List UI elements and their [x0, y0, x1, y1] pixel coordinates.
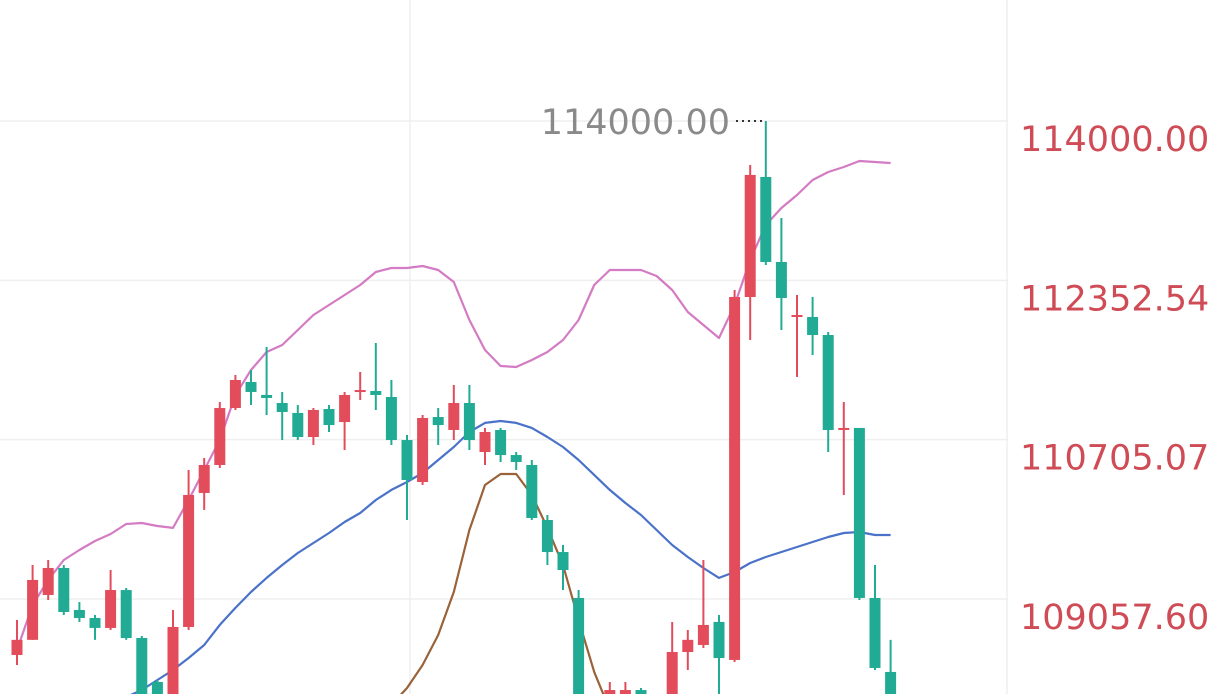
- candle-body: [183, 494, 195, 627]
- candle-body: [479, 432, 491, 453]
- candle-body: [354, 390, 366, 393]
- candle-body: [245, 382, 257, 392]
- candle-body: [729, 297, 741, 660]
- candle-body: [73, 609, 85, 618]
- candle-body: [495, 429, 507, 456]
- y-tick-label: 109057.60: [1020, 598, 1209, 638]
- candle-body: [214, 408, 226, 465]
- candle-body: [261, 394, 273, 398]
- candle-body: [807, 317, 819, 336]
- indicator-line: [130, 419, 891, 694]
- candle-body: [682, 639, 694, 653]
- candle-body: [339, 394, 351, 423]
- candle-body: [27, 579, 39, 640]
- candle-body: [619, 690, 631, 694]
- candle-body: [198, 464, 210, 493]
- y-tick-label: 110705.07: [1020, 439, 1209, 479]
- candle-body: [557, 552, 569, 571]
- plot-area: [11, 119, 897, 694]
- candle-body: [417, 417, 429, 483]
- candle-body: [448, 402, 460, 430]
- candle-body: [635, 690, 647, 694]
- candle-body: [744, 174, 756, 298]
- candle-body: [541, 520, 553, 553]
- candle-body: [105, 590, 117, 628]
- candle-body: [791, 314, 803, 318]
- candle-body: [822, 335, 834, 430]
- candle-body: [432, 417, 444, 426]
- candle-body: [370, 391, 382, 395]
- candle-body: [385, 396, 397, 441]
- candle-body: [604, 690, 616, 694]
- candle-body: [42, 567, 54, 595]
- high-marker-label: 114000.00: [541, 103, 730, 143]
- candle-body: [885, 671, 897, 694]
- candle-body: [401, 440, 413, 480]
- candle-body: [151, 682, 163, 694]
- y-axis: 114000.00 112352.54 110705.07 109057.60: [1020, 120, 1209, 638]
- candle-body: [229, 379, 241, 409]
- candle-body: [666, 652, 678, 694]
- candle-body: [760, 176, 772, 262]
- candle-body: [573, 597, 585, 694]
- candle-body: [58, 567, 70, 612]
- candle-body: [292, 412, 304, 438]
- candle-body: [697, 624, 709, 645]
- candle-body: [869, 597, 881, 668]
- candle-body: [307, 409, 319, 438]
- y-tick-label: 114000.00: [1020, 120, 1209, 160]
- candle-body: [526, 464, 538, 518]
- candle-body: [463, 402, 475, 441]
- candle-body: [775, 261, 787, 298]
- candle-body: [853, 427, 865, 598]
- candle-body: [89, 617, 101, 628]
- candle-body: [120, 590, 132, 639]
- candle-body: [11, 639, 23, 656]
- candle-body: [838, 427, 850, 430]
- candle-body: [713, 621, 725, 659]
- y-tick-label: 112352.54: [1020, 279, 1209, 319]
- candle-body: [136, 638, 148, 694]
- candle-body: [167, 626, 179, 694]
- candle-body: [323, 408, 335, 426]
- candle-body: [276, 402, 288, 412]
- candle-body: [510, 455, 522, 462]
